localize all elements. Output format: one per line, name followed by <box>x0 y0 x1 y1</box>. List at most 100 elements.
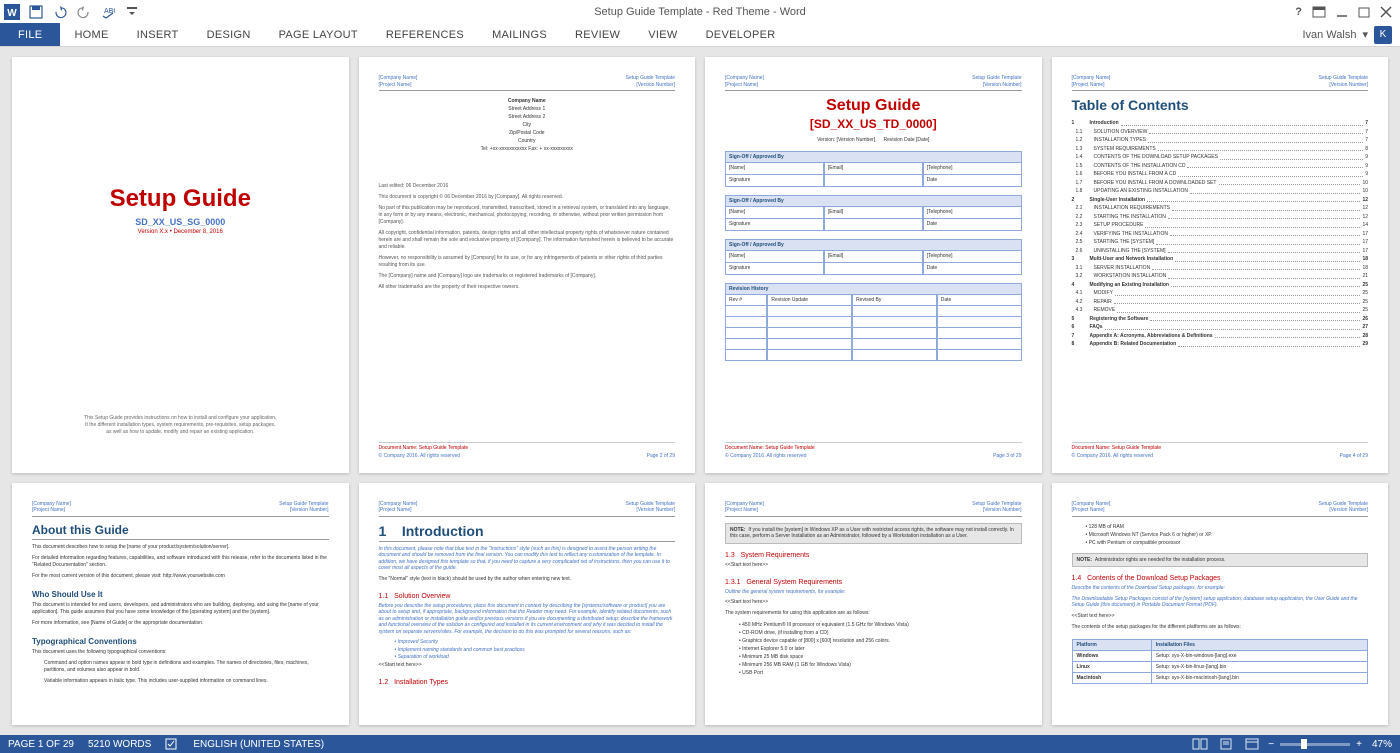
page-footer: Document Name: Setup Guide Template© Com… <box>725 442 1022 459</box>
s11-heading: 1.1 Solution Overview <box>379 593 676 600</box>
page-footer: Document Name: Setup Guide Template© Com… <box>1072 442 1369 459</box>
zoom-in-icon[interactable]: + <box>1356 739 1362 750</box>
page-1: Setup Guide SD_XX_US_SG_0000 Version X.x… <box>12 57 349 473</box>
toc-entry: 3.1SERVER INSTALLATION18 <box>1072 264 1369 273</box>
revision-history: Revision History Rev #Revision UpdateRev… <box>725 275 1022 361</box>
user-name[interactable]: Ivan Walsh <box>1302 29 1356 41</box>
page-header: [Company Name][Project Name] Setup Guide… <box>1072 501 1369 517</box>
toc-entry: 1.1SOLUTION OVERVIEW7 <box>1072 128 1369 137</box>
spellcheck-icon[interactable]: ABC <box>100 4 116 20</box>
word-icon[interactable]: W <box>4 4 20 20</box>
redo-icon[interactable] <box>76 4 92 20</box>
page-6: [Company Name][Project Name] Setup Guide… <box>359 483 696 726</box>
tab-view[interactable]: VIEW <box>634 23 691 46</box>
ribbon-tabs: FILE HOME INSERT DESIGN PAGE LAYOUT REFE… <box>0 23 1400 47</box>
cover-description: This Setup Guide provides instructions o… <box>32 415 329 436</box>
toc-entry: 2.1INSTALLATION REQUIREMENTS12 <box>1072 204 1369 213</box>
read-mode-icon[interactable] <box>1190 737 1210 751</box>
s13-heading: 1.3 System Requirements <box>725 552 1022 559</box>
toc-entry: 1.7BEFORE YOU INSTALL FROM A DOWNLOADED … <box>1072 179 1369 188</box>
company-address: Company Name Street Address 1 Street Add… <box>379 97 676 153</box>
customize-qat-icon[interactable] <box>124 4 140 20</box>
toc-entry: 3Multi-User and Network Installation18 <box>1072 255 1369 264</box>
approval-3: Sign-Off / Approved By [Name][Email][Tel… <box>725 239 1022 275</box>
toc-entry: 1.8UPDATING AN EXISTING INSTALLATION10 <box>1072 187 1369 196</box>
cover-version: Version X.x • December 8, 2016 <box>32 229 329 235</box>
zoom-level[interactable]: 47% <box>1372 739 1392 750</box>
toc-entry: 1.4CONTENTS OF THE DOWNLOAD SETUP PACKAG… <box>1072 153 1369 162</box>
page-header: [Company Name][Project Name] Setup Guide… <box>725 501 1022 517</box>
tab-home[interactable]: HOME <box>60 23 122 46</box>
s14-heading: 1.4 Contents of the Download Setup Packa… <box>1072 575 1369 582</box>
page-4: [Company Name][Project Name] Setup Guide… <box>1052 57 1389 473</box>
page-header: [Company Name][Project Name] Setup Guide… <box>32 501 329 517</box>
undo-icon[interactable] <box>52 4 68 20</box>
s131-heading: 1.3.1 General System Requirements <box>725 579 1022 586</box>
quick-access-toolbar: W ABC <box>0 4 140 20</box>
tab-references[interactable]: REFERENCES <box>372 23 478 46</box>
approval-2: Sign-Off / Approved By [Name][Email][Tel… <box>725 195 1022 231</box>
toc-entry: 5Registering the Software26 <box>1072 315 1369 324</box>
zoom-slider[interactable] <box>1280 743 1350 746</box>
tab-design[interactable]: DESIGN <box>193 23 265 46</box>
maximize-icon[interactable] <box>1358 6 1370 18</box>
toc-entry: 2.6UNINSTALLING THE [SYSTEM]17 <box>1072 247 1369 256</box>
sg-title: Setup Guide <box>725 97 1022 115</box>
note-box: NOTE: Administrator rights are needed fo… <box>1072 553 1369 568</box>
svg-text:W: W <box>7 8 17 19</box>
toc-entry: 1.5CONTENTS OF THE INSTALLATION CD9 <box>1072 162 1369 171</box>
typo-heading: Typographical Conventions <box>32 637 329 646</box>
s12-heading: 1.2 Installation Types <box>379 679 676 686</box>
toc-entry: 1.2INSTALLATION TYPES7 <box>1072 136 1369 145</box>
web-layout-icon[interactable] <box>1242 737 1262 751</box>
document-title: Setup Guide Template - Red Theme - Word <box>594 6 806 18</box>
tab-review[interactable]: REVIEW <box>561 23 634 46</box>
toc-entry: 4.3REMOVE25 <box>1072 306 1369 315</box>
zoom-out-icon[interactable]: − <box>1268 739 1274 750</box>
status-right: − + 47% <box>1190 737 1392 751</box>
toc-entry: 8Appendix B: Related Documentation29 <box>1072 340 1369 349</box>
ribbon-display-icon[interactable] <box>1312 6 1326 18</box>
title-bar: W ABC Setup Guide Template - Red Theme -… <box>0 0 1400 23</box>
tab-page-layout[interactable]: PAGE LAYOUT <box>265 23 372 46</box>
intro-heading: 1 Introduction <box>379 523 676 542</box>
note-box: NOTE: If you install the [system] in Win… <box>725 523 1022 544</box>
status-bar: PAGE 1 OF 29 5210 WORDS ENGLISH (UNITED … <box>0 735 1400 753</box>
sg-code: [SD_XX_US_TD_0000] <box>725 117 1022 131</box>
tab-insert[interactable]: INSERT <box>123 23 193 46</box>
toc-entry: 4.2REPAIR25 <box>1072 298 1369 307</box>
toc-entry: 3.2WORKSTATION INSTALLATION21 <box>1072 272 1369 281</box>
who-heading: Who Should Use It <box>32 590 329 599</box>
page-header: [Company Name][Project Name] Setup Guide… <box>725 75 1022 91</box>
sg-meta: Version: [Version Number] Revision Date … <box>725 137 1022 143</box>
page-header: [Company Name][Project Name] Setup Guide… <box>379 75 676 91</box>
tab-file[interactable]: FILE <box>0 23 60 46</box>
page-5: [Company Name][Project Name] Setup Guide… <box>12 483 349 726</box>
toc-entry: 7Appendix A: Acronyms, Abbreviations & D… <box>1072 332 1369 341</box>
proofing-icon[interactable] <box>165 737 179 751</box>
close-icon[interactable] <box>1380 6 1392 18</box>
language-indicator[interactable]: ENGLISH (UNITED STATES) <box>193 739 324 750</box>
toc-entry: 4Modifying an Existing Installation25 <box>1072 281 1369 290</box>
page-header: [Company Name][Project Name] Setup Guide… <box>379 501 676 517</box>
about-heading: About this Guide <box>32 523 329 540</box>
platform-table: PlatformInstallation Files WindowsSetup:… <box>1072 639 1369 684</box>
toc-entry: 2.2STARTING THE INSTALLATION12 <box>1072 213 1369 222</box>
print-layout-icon[interactable] <box>1216 737 1236 751</box>
page-indicator[interactable]: PAGE 1 OF 29 <box>8 739 74 750</box>
tab-developer[interactable]: DEVELOPER <box>692 23 790 46</box>
tab-mailings[interactable]: MAILINGS <box>478 23 561 46</box>
word-count[interactable]: 5210 WORDS <box>88 739 151 750</box>
toc-entry: 2.5STARTING THE [SYSTEM]17 <box>1072 238 1369 247</box>
cover-title: Setup Guide <box>32 185 329 213</box>
toc-entry: 1.3SYSTEM REQUIREMENTS8 <box>1072 145 1369 154</box>
minimize-icon[interactable] <box>1336 6 1348 18</box>
page-3: [Company Name][Project Name] Setup Guide… <box>705 57 1042 473</box>
document-canvas[interactable]: Setup Guide SD_XX_US_SG_0000 Version X.x… <box>0 47 1400 735</box>
svg-text:ABC: ABC <box>104 8 115 15</box>
help-icon[interactable]: ? <box>1295 6 1302 18</box>
page-2: [Company Name][Project Name] Setup Guide… <box>359 57 696 473</box>
save-icon[interactable] <box>28 4 44 20</box>
user-badge[interactable]: K <box>1374 26 1392 44</box>
toc-entry: 1.6BEFORE YOU INSTALL FROM A CD9 <box>1072 170 1369 179</box>
